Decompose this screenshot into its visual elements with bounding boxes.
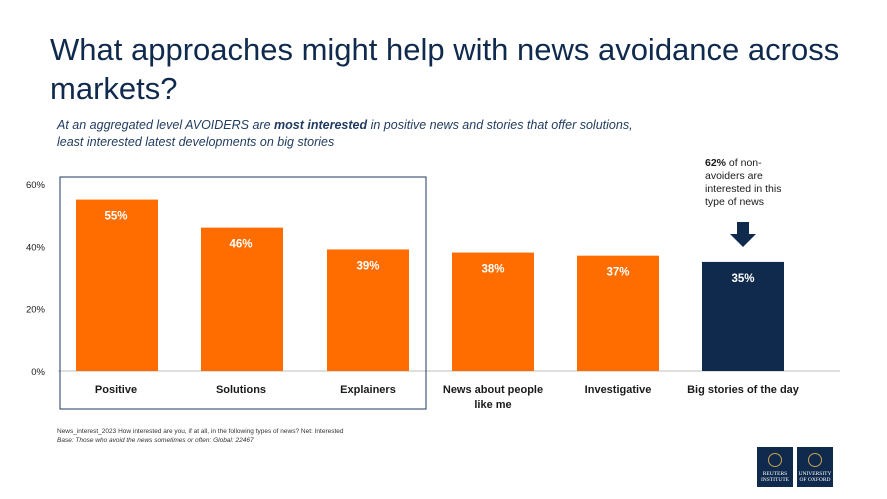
y-tick-label: 20% [26, 305, 46, 316]
x-tick-label: Explainers [340, 384, 396, 396]
x-tick-label: Solutions [216, 384, 266, 396]
oxford-logo: UNIVERSITY OF OXFORD [797, 447, 833, 487]
data-label: 55% [104, 211, 127, 223]
x-tick-label: Positive [95, 384, 137, 396]
subtitle-bold: most interested [274, 118, 368, 132]
subtitle-line2: least interested latest developments on … [57, 135, 335, 149]
data-label: 35% [731, 273, 754, 285]
x-tick-label: Investigative [585, 384, 652, 396]
subtitle-part2: in positive news and stories that offer … [367, 118, 633, 132]
subtitle-part1: At an aggregated level AVOIDERS are [57, 118, 275, 132]
reuters-emblem-icon [768, 453, 782, 467]
bar-solutions [201, 227, 283, 371]
bar-investigative [577, 255, 659, 371]
chart-subtitle: At an aggregated level AVOIDERS are most… [57, 117, 697, 151]
data-label: 39% [356, 260, 379, 272]
highlight-box [59, 176, 427, 410]
callout-note: 62% of non-avoiders are interested in th… [705, 157, 795, 209]
footnote-base: Base: Those who avoid the news sometimes… [57, 436, 254, 444]
down-arrow-icon [730, 222, 756, 247]
y-tick-label: 0% [31, 367, 45, 378]
bar-positive [76, 199, 158, 371]
callout-percent: 62% [705, 157, 727, 169]
y-tick-label: 40% [26, 242, 46, 253]
page-title: What approaches might help with news avo… [50, 32, 840, 106]
bar-explainers [327, 249, 409, 371]
callout-text: of non-avoiders are interested in this t… [705, 157, 782, 208]
footnote-question: News_interest_2023 How interested are yo… [57, 428, 344, 435]
reuters-logo-text: REUTERS INSTITUTE [760, 471, 790, 483]
data-label: 37% [606, 267, 629, 279]
x-tick-label: Big stories of the day [687, 384, 800, 396]
oxford-logo-text: UNIVERSITY OF OXFORD [798, 471, 832, 483]
reuters-institute-logo: REUTERS INSTITUTE [757, 447, 793, 487]
footnote: News_interest_2023 How interested are yo… [57, 428, 344, 445]
x-tick-label: like me [474, 399, 511, 411]
data-label: 46% [229, 239, 252, 251]
bar-news-about-people-like-me [452, 252, 534, 371]
bar-big-stories-of-the-day [702, 261, 784, 371]
x-tick-label: News about people [443, 384, 543, 396]
oxford-crest-icon [808, 453, 822, 467]
y-tick-label: 60% [26, 180, 46, 191]
data-label: 38% [481, 264, 504, 276]
